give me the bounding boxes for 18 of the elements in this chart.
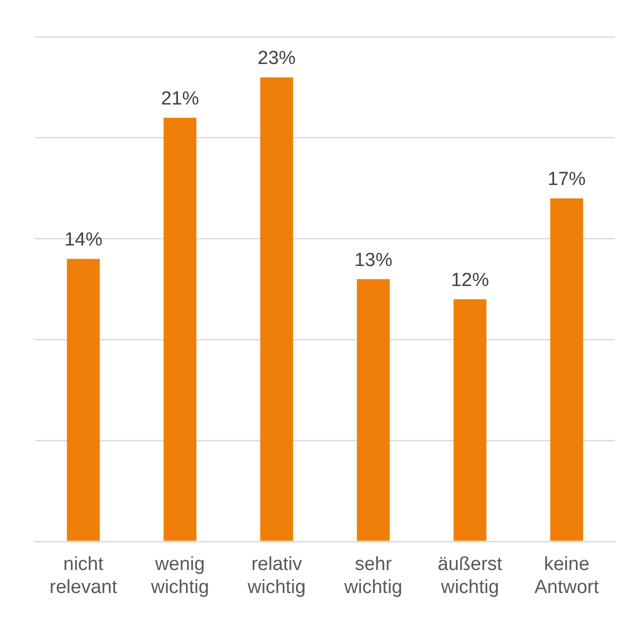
x-tick-label: äußerst wichtig — [438, 554, 503, 598]
data-label: 17% — [548, 169, 586, 190]
bar — [164, 118, 196, 541]
x-tick-label: wenig wichtig — [150, 554, 210, 598]
x-tick-label: keine Antwort — [534, 554, 600, 598]
x-tick-label: nicht relevant — [50, 554, 118, 598]
data-label: 23% — [258, 48, 296, 70]
bar — [454, 299, 486, 541]
data-label: 21% — [160, 88, 200, 110]
bar — [550, 198, 584, 541]
bar — [356, 279, 390, 541]
data-label: 13% — [354, 250, 392, 271]
x-tick-label: sehr wichtig — [343, 554, 402, 598]
data-label: 12% — [450, 270, 490, 292]
x-tick-label: relativ wichtig — [246, 554, 306, 598]
data-label: 14% — [64, 230, 102, 251]
bar — [66, 258, 100, 541]
bar — [260, 77, 294, 541]
